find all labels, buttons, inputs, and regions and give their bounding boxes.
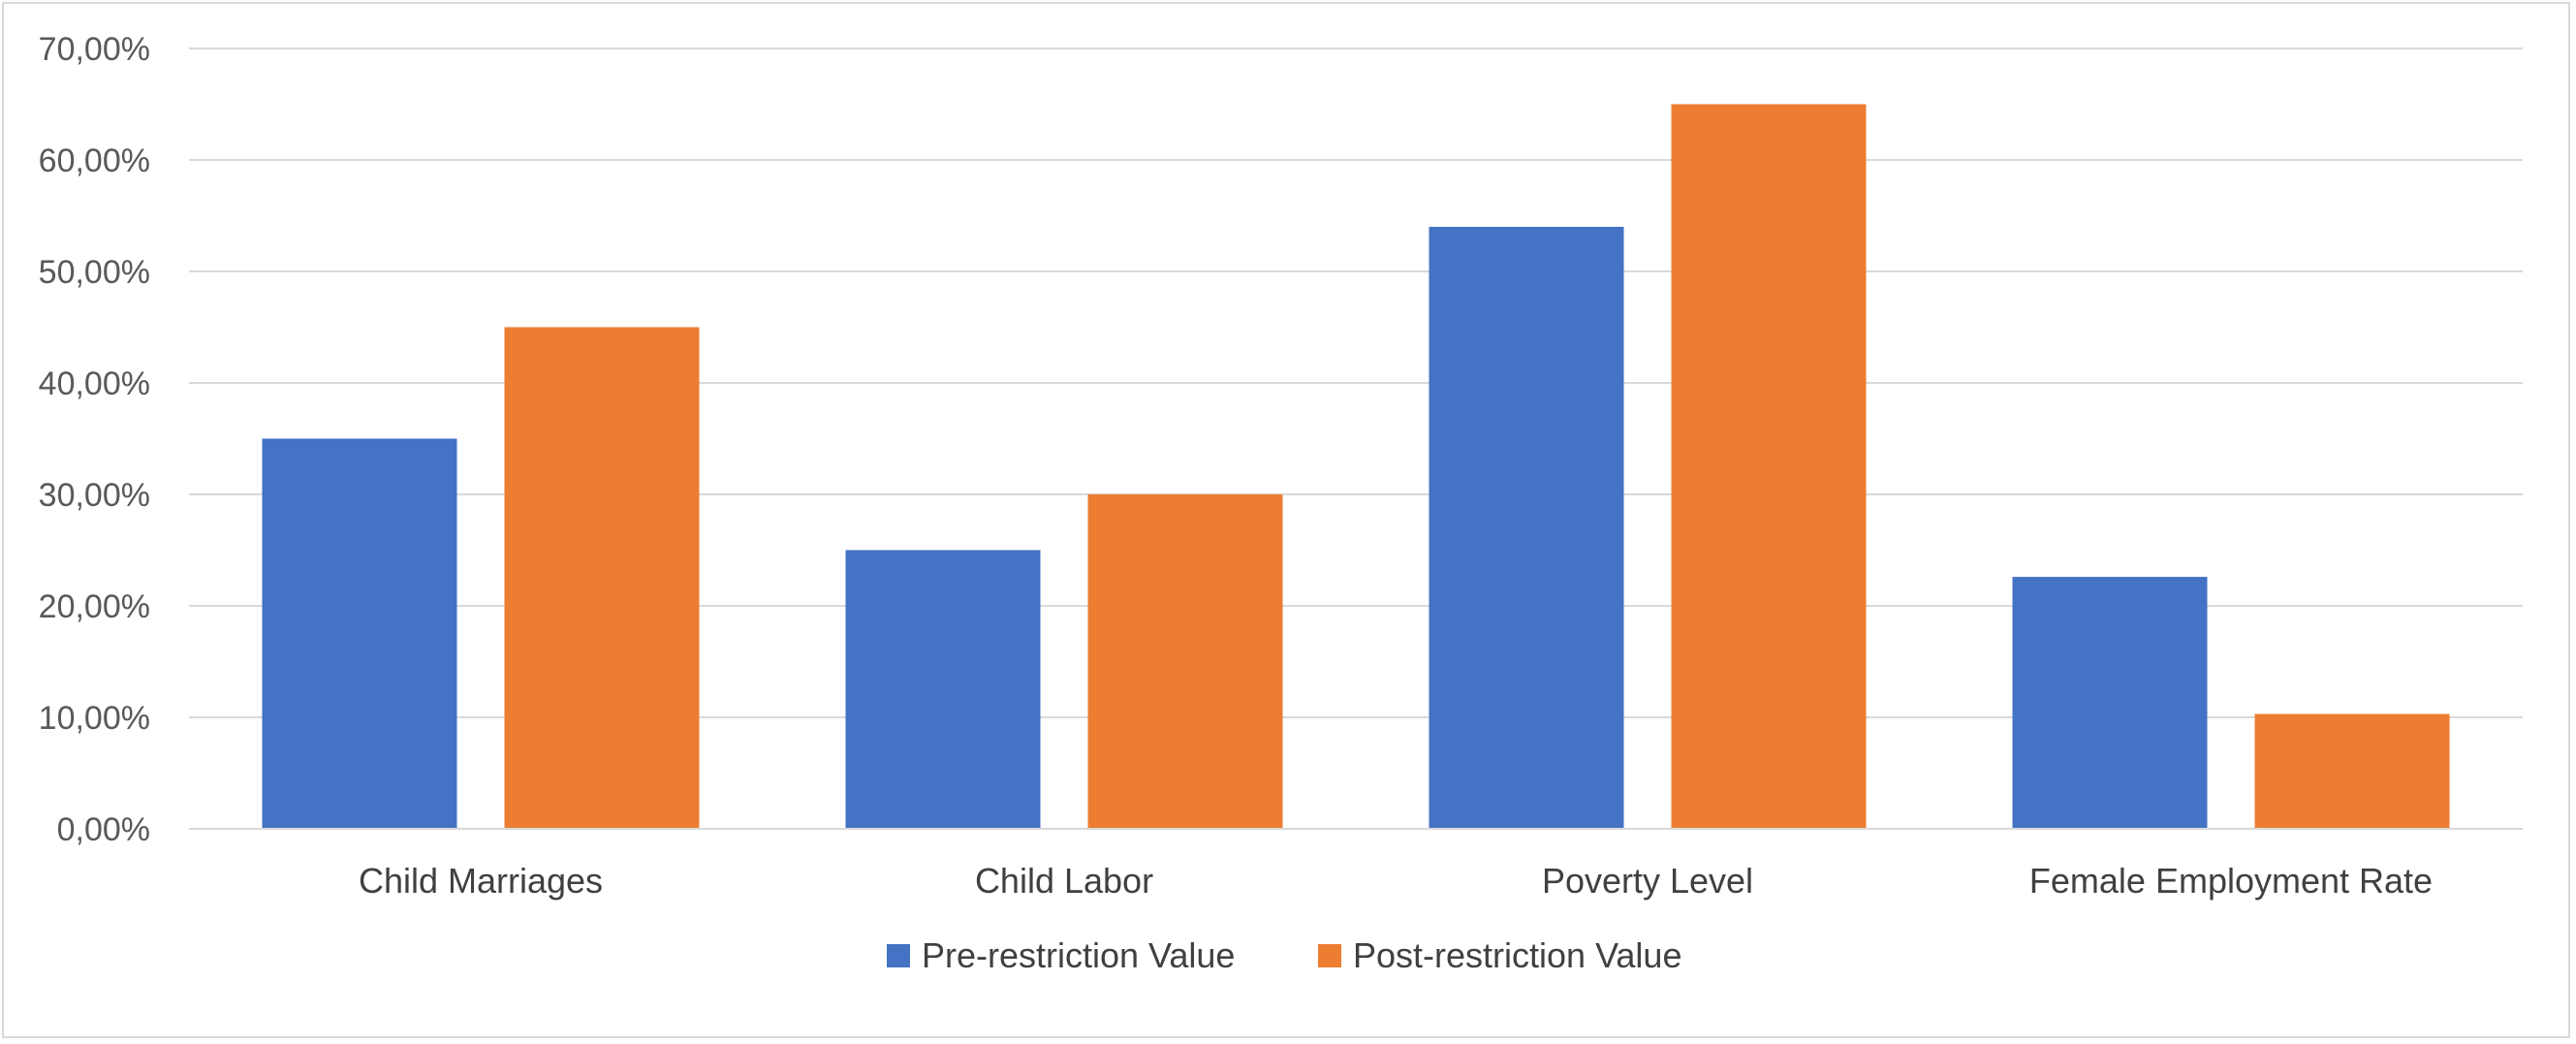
y-tick-label: 50,00% — [39, 254, 150, 291]
legend-swatch-post — [1318, 944, 1341, 967]
bar-post-1 — [1087, 494, 1283, 829]
legend-label-post: Post-restriction Value — [1353, 935, 1681, 975]
y-tick-label: 20,00% — [39, 588, 150, 625]
bar-pre-3 — [2012, 577, 2208, 829]
bar-pre-1 — [845, 550, 1041, 829]
x-category-label: Child Labor — [975, 861, 1153, 901]
x-category-label: Female Employment Rate — [2029, 861, 2433, 901]
legend-label-pre: Pre-restriction Value — [922, 935, 1235, 975]
legend: Pre-restriction Value Post-restriction Va… — [887, 935, 1681, 975]
bar-pre-0 — [262, 438, 457, 829]
y-tick-label: 30,00% — [39, 477, 150, 514]
x-category-label: Poverty Level — [1542, 861, 1753, 901]
y-tick-label: 40,00% — [39, 365, 150, 402]
x-category-label: Child Marriages — [359, 861, 603, 901]
bar-post-0 — [504, 327, 700, 829]
y-tick-label: 0,00% — [57, 811, 150, 848]
legend-swatch-pre — [887, 944, 910, 967]
y-axis-tick-labels: 0,00% 10,00% 20,00% 30,00% 40,00% 50,00% 60,00… — [39, 31, 150, 848]
y-tick-label: 10,00% — [39, 700, 150, 737]
bar-post-3 — [2254, 713, 2450, 829]
bars — [262, 104, 2450, 829]
y-tick-label: 60,00% — [39, 142, 150, 179]
x-axis-category-labels: Child Marriages Child Labor Poverty Level F… — [359, 861, 2433, 901]
bar-post-2 — [1671, 104, 1867, 829]
y-tick-label: 70,00% — [39, 31, 150, 68]
bar-pre-2 — [1429, 227, 1624, 829]
